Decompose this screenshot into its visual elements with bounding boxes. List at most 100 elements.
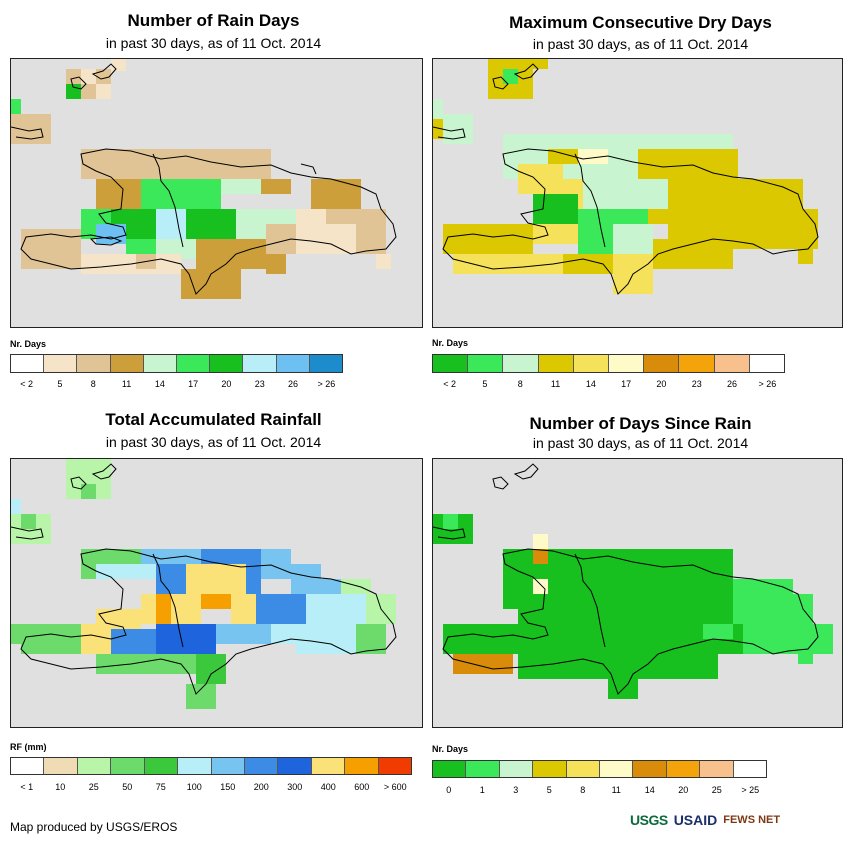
legend-label: 26 [727,379,738,389]
legend-swatch [11,758,45,774]
panel-subtitle: in past 30 days, as of 11 Oct. 2014 [532,36,749,52]
legend-label: 400 [320,782,336,792]
legend-label: 600 [354,782,370,792]
legend-label: 23 [691,379,702,389]
legend-swatch [679,355,715,372]
legend-label: 14 [585,379,596,389]
legend-swatch [178,758,212,774]
legend-label: 5 [57,379,63,389]
legend-label: < 1 [20,782,34,792]
hispaniola-dry-days-map [433,59,819,295]
legend-label: 3 [513,785,519,795]
legend-swatch [466,761,500,777]
panel-subtitle: in past 30 days, as of 11 Oct. 2014 [105,434,322,450]
legend-labels: < 1 10 25 50 75 100 150 200 300 400 600 > 600 [10,782,412,794]
legend-label: > 25 [741,785,760,795]
legend-swatch [538,355,574,372]
legend-swatch [276,355,310,372]
legend-swatch [77,355,111,372]
panel-days-since-rain: Number of Days Since Rain in past 30 day… [427,400,854,800]
legend-label: > 26 [317,379,336,389]
legend-labels: < 2 5 8 11 14 17 20 23 26 > 26 [10,379,343,391]
panel-subtitle: in past 30 days, as of 11 Oct. 2014 [532,435,749,451]
legend-label: 20 [656,379,667,389]
legend-label: 23 [254,379,265,389]
legend-swatch [749,355,785,372]
legend-swatch [144,758,179,774]
legend-label: 0 [446,785,452,795]
legend-label: 50 [122,782,133,792]
legend-swatch [633,761,667,777]
legend-labels: < 2 5 8 11 14 17 20 23 26 > 26 [432,379,785,391]
map-rain-days [10,58,423,328]
legend-swatch [244,758,279,774]
legend-label: 8 [517,379,523,389]
legend-swatch [600,761,634,777]
fews-net-logo: FEWS NET [723,814,781,826]
panel-title: Number of Days Since Rain [529,414,752,433]
legend-title: Nr. Days [432,338,469,348]
panel-title: Number of Rain Days [127,11,300,30]
legend-swatch [44,355,78,372]
legend-label: > 600 [383,782,407,792]
legend-swatch [111,758,145,774]
legend-label: < 2 [443,379,457,389]
legend-label: 150 [220,782,236,792]
legend-swatch [77,758,112,774]
legend-title: RF (mm) [10,742,47,752]
legend-swatch [573,355,610,372]
legend-label: 14 [644,785,655,795]
legend-swatch [243,355,277,372]
legend-title: Nr. Days [432,744,469,754]
legend-swatch [733,761,767,777]
legend-label: 11 [611,785,621,795]
legend-label: 1 [479,785,485,795]
legend-swatch [11,355,45,372]
legend-label: 17 [188,379,199,389]
panel-accumulated-rainfall: Total Accumulated Rainfall in past 30 da… [0,400,427,800]
legend-label: 20 [221,379,232,389]
map-dry-days [432,58,843,328]
legend-label: 17 [621,379,632,389]
legend-label: 200 [253,782,269,792]
legend-swatch [378,758,412,774]
legend-swatch [345,758,379,774]
panel-dry-days: Maximum Consecutive Dry Days in past 30 … [427,0,854,400]
legend-label: 25 [711,785,722,795]
legend-swatch [309,355,343,372]
legend-label: 20 [678,785,689,795]
legend-swatch [499,761,534,777]
legend-swatch [700,761,734,777]
legend-label: 25 [88,782,99,792]
legend-swatch [533,761,567,777]
legend-swatch [143,355,178,372]
legend-swatch [211,758,245,774]
legend-colorbar [10,354,343,373]
legend-label: 5 [482,379,488,389]
legend-colorbar [10,757,412,775]
legend-label: 300 [287,782,303,792]
legend-swatch [433,761,467,777]
legend-label: 75 [155,782,166,792]
legend-swatch [468,355,504,372]
panel-rain-days: Number of Rain Days in past 30 days, as … [0,0,427,400]
legend-swatch [503,355,539,372]
legend-label: < 2 [20,379,34,389]
hispaniola-rain-days-map [11,59,397,299]
legend-label: 8 [90,379,96,389]
footer-credit: Map produced by USGS/EROS [10,820,178,834]
legend-swatch [110,355,144,372]
legend-swatch [278,758,312,774]
hispaniola-days-since-rain-map [433,463,833,699]
panel-subtitle: in past 30 days, as of 11 Oct. 2014 [105,35,322,51]
legend-swatch [644,355,680,372]
legend-label: 11 [121,379,132,389]
legend-colorbar [432,760,767,778]
legend-swatch [609,355,645,372]
legend-label: 5 [546,785,552,795]
legend-swatch [566,761,601,777]
legend-labels: 0 1 3 5 8 11 14 20 25 > 25 [432,785,767,797]
legend-label: 26 [288,379,299,389]
legend-colorbar [432,354,785,373]
legend-swatch [433,355,469,372]
